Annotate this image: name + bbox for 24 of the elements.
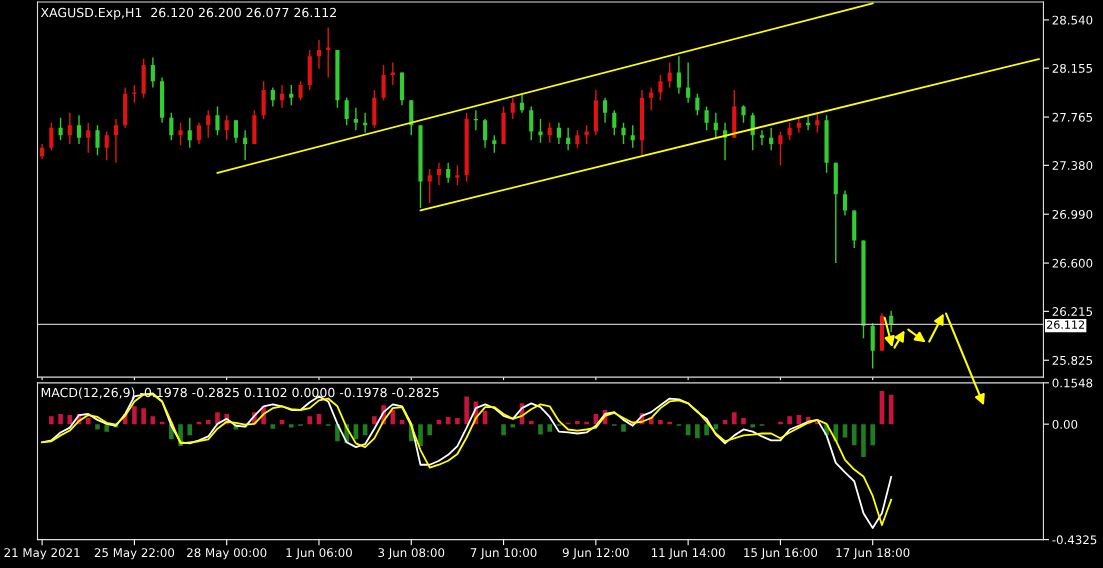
y-tick-label: -0.4325 — [1052, 535, 1097, 545]
y-tick-label: 0.1548 — [1052, 378, 1093, 388]
x-tick-label: 17 Jun 18:00 — [836, 548, 910, 560]
y-tick-label: 26.600 — [1052, 258, 1093, 268]
y-tick-label: 28.540 — [1052, 15, 1093, 25]
x-tick-label: 7 Jun 10:00 — [470, 548, 537, 560]
chart-title: MACD(12,26,9) -0.1978 -0.2825 0.1102 0.0000 -0.1978 -0.2825 — [41, 387, 439, 399]
x-tick-label: 1 Jun 06:00 — [286, 548, 352, 560]
y-tick-label: 27.765 — [1052, 112, 1093, 122]
chart-title: XAGUSD.Exp,H1 26.120 26.200 26.077 26.112 — [40, 7, 336, 20]
x-tick-label: 21 May 2021 — [4, 548, 80, 560]
x-tick-label: 11 Jun 14:00 — [651, 548, 725, 560]
x-tick-label: 25 May 22:00 — [94, 548, 175, 560]
x-tick-label: 3 Jun 08:00 — [378, 548, 445, 560]
y-tick-label: 25.825 — [1052, 355, 1093, 365]
y-tick-label: 0.00 — [1052, 419, 1078, 429]
x-tick-label: 9 Jun 12:00 — [562, 548, 629, 560]
y-tick-label: 27.380 — [1052, 161, 1093, 170]
x-tick-label: 15 Jun 16:00 — [744, 548, 818, 560]
x-tick-label: 28 May 00:00 — [187, 548, 267, 560]
y-tick-label: 26.990 — [1052, 209, 1093, 219]
y-tick-label: 26.215 — [1052, 307, 1093, 316]
y-tick-label: 28.155 — [1052, 63, 1093, 73]
ref-line-label: 26.112 — [1047, 320, 1084, 329]
